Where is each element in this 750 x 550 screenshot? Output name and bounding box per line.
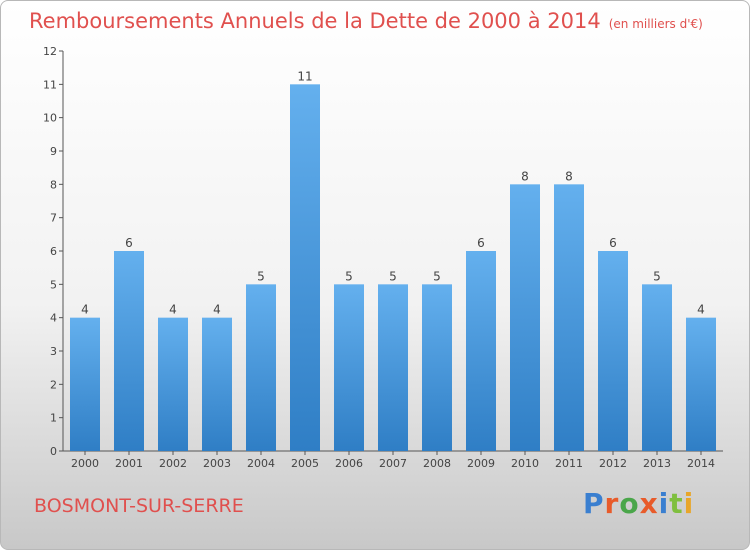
bar	[246, 284, 276, 451]
y-tick-label: 10	[43, 112, 57, 125]
chart-subtitle: (en milliers d'€)	[608, 17, 703, 31]
bar-value-label: 8	[521, 169, 529, 183]
y-tick-label: 12	[43, 45, 57, 58]
bar	[290, 84, 320, 451]
bar	[642, 284, 672, 451]
bar-value-label: 6	[609, 236, 617, 250]
x-tick-label: 2000	[71, 457, 99, 470]
x-tick-label: 2008	[423, 457, 451, 470]
chart-title-text: Remboursements Annuels de la Dette de 20…	[29, 9, 601, 33]
x-tick-label: 2007	[379, 457, 407, 470]
bar-value-label: 5	[653, 269, 661, 283]
y-tick-label: 9	[50, 145, 57, 158]
bar	[510, 184, 540, 452]
x-tick-label: 2003	[203, 457, 231, 470]
bar-value-label: 5	[257, 269, 265, 283]
bar-value-label: 4	[697, 303, 705, 317]
x-tick-label: 2009	[467, 457, 495, 470]
logo-letter: t	[669, 487, 684, 520]
y-tick-label: 2	[50, 378, 57, 391]
y-tick-label: 8	[50, 178, 57, 191]
bar	[422, 284, 452, 451]
y-tick-label: 7	[50, 212, 57, 225]
bar-value-label: 5	[345, 269, 353, 283]
x-tick-label: 2011	[555, 457, 583, 470]
bar	[114, 251, 144, 451]
bar-value-label: 5	[389, 269, 397, 283]
logo-letter: r	[604, 487, 620, 520]
y-tick-label: 1	[50, 412, 57, 425]
bar-value-label: 5	[433, 269, 441, 283]
bar-value-label: 4	[169, 303, 177, 317]
bar-value-label: 11	[297, 69, 312, 83]
bar-value-label: 4	[81, 303, 89, 317]
logo-letter: o	[619, 487, 640, 520]
bar	[686, 317, 716, 451]
logo-letter: x	[639, 487, 659, 520]
x-tick-label: 2002	[159, 457, 187, 470]
x-tick-label: 2012	[599, 457, 627, 470]
bar	[70, 317, 100, 451]
proxiti-logo: Proxiti	[583, 487, 694, 520]
x-tick-label: 2005	[291, 457, 319, 470]
x-tick-label: 2013	[643, 457, 671, 470]
bar	[554, 184, 584, 452]
bar	[158, 317, 188, 451]
logo-letter: i	[683, 487, 695, 520]
x-tick-label: 2006	[335, 457, 363, 470]
y-tick-label: 11	[43, 78, 57, 91]
bar	[378, 284, 408, 451]
y-tick-label: 3	[50, 345, 57, 358]
logo-letter: i	[658, 487, 670, 520]
bar-value-label: 6	[477, 236, 485, 250]
y-tick-label: 0	[50, 445, 57, 458]
bar-value-label: 6	[125, 236, 133, 250]
x-tick-label: 2004	[247, 457, 275, 470]
bar	[334, 284, 364, 451]
bar-value-label: 4	[213, 303, 221, 317]
logo-letter: P	[583, 487, 605, 520]
bar	[598, 251, 628, 451]
bar	[466, 251, 496, 451]
y-tick-label: 4	[50, 312, 57, 325]
x-tick-label: 2010	[511, 457, 539, 470]
bar	[202, 317, 232, 451]
x-tick-label: 2001	[115, 457, 143, 470]
y-tick-label: 5	[50, 278, 57, 291]
commune-name: BOSMONT-SUR-SERRE	[34, 495, 244, 517]
chart-title: Remboursements Annuels de la Dette de 20…	[29, 9, 703, 33]
x-tick-label: 2014	[687, 457, 715, 470]
bar-value-label: 8	[565, 169, 573, 183]
y-tick-label: 6	[50, 245, 57, 258]
